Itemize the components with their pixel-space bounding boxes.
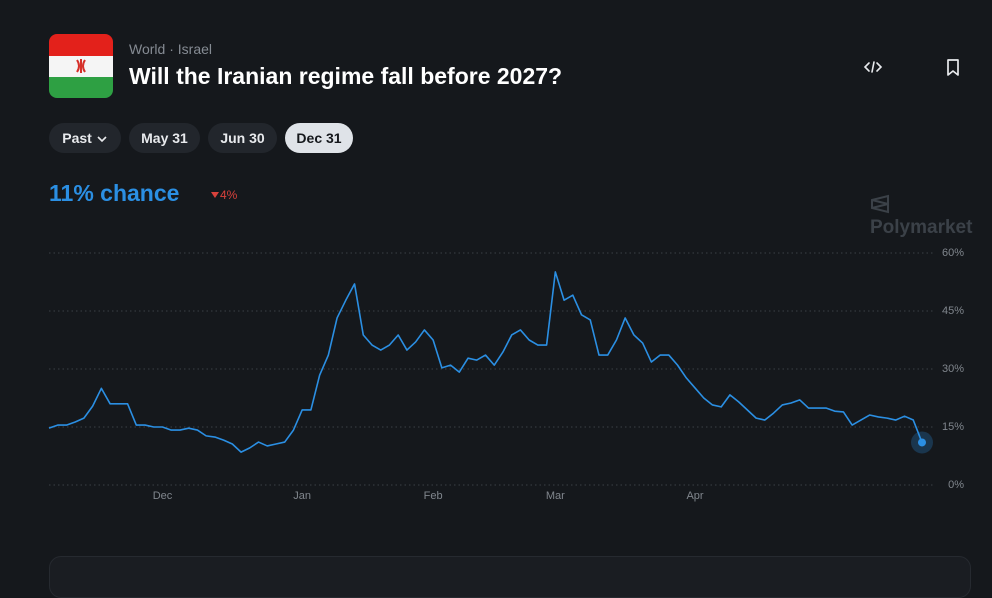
- chevron: [97, 136, 107, 143]
- embed-button[interactable]: [862, 56, 884, 78]
- watermark-text: Polymarket: [870, 217, 973, 238]
- change-value: 4%: [220, 188, 238, 202]
- y-tick-label: 0%: [948, 479, 964, 491]
- date-tab[interactable]: Dec 31: [285, 123, 353, 153]
- logo: [871, 194, 889, 214]
- watermark: Polymarket: [870, 194, 992, 239]
- x-tick-label: Dec: [153, 490, 173, 502]
- flag-icon: [49, 34, 113, 98]
- price-line: [48, 271, 923, 453]
- breadcrumb-item[interactable]: World: [129, 41, 166, 57]
- down-arrow: [211, 192, 219, 198]
- y-tick-label: 60%: [942, 247, 964, 259]
- end-point: [918, 438, 926, 447]
- chance-label: 11% chance: [49, 180, 180, 206]
- x-tick-label: Jan: [293, 490, 311, 502]
- y-tick-label: 15%: [942, 421, 964, 433]
- card: [49, 556, 971, 598]
- bookmark-button[interactable]: [942, 56, 964, 78]
- y-tick-label: 45%: [942, 305, 964, 317]
- y-tick-label: 30%: [942, 363, 964, 375]
- chart: 0% 15% 30% 45% 60% Dec Jan Feb Mar Apr: [48, 247, 964, 502]
- range-dropdown[interactable]: Past: [49, 123, 121, 153]
- x-tick-label: Mar: [546, 490, 565, 502]
- breadcrumb: World · Israel: [129, 41, 212, 57]
- market-title: Will the Iranian regime fall before 2027…: [129, 63, 563, 89]
- x-tick-label: Feb: [424, 490, 443, 502]
- x-tick-label: Apr: [686, 490, 703, 502]
- date-tab[interactable]: May 31: [129, 123, 200, 153]
- page: World · Israel Will the Iranian regime f…: [48, 34, 992, 598]
- date-tab[interactable]: Jun 30: [208, 123, 277, 153]
- change-label: 4%: [210, 188, 237, 202]
- breadcrumb-item[interactable]: Israel: [177, 41, 212, 57]
- dropdown-label: Past: [62, 130, 92, 146]
